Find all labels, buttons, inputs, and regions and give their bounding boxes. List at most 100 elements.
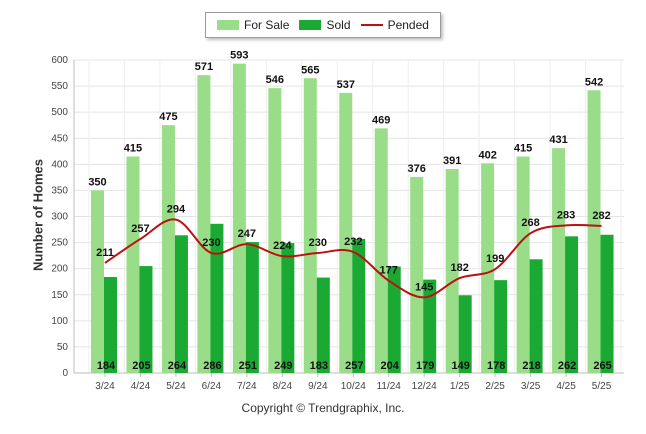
data-label-for-sale: 537 [337, 79, 355, 91]
bar-for-sale [232, 63, 246, 373]
data-label-pended: 283 [557, 209, 575, 221]
bar-for-sale [445, 169, 459, 373]
bar-sold [245, 242, 259, 373]
data-label-sold: 183 [310, 360, 328, 372]
y-tick-label: 100 [51, 316, 68, 327]
data-label-pended: 282 [592, 210, 610, 222]
bar-for-sale [481, 163, 495, 373]
legend-swatch-sold [299, 20, 322, 30]
bar-for-sale [197, 75, 211, 374]
data-label-pended: 268 [521, 217, 539, 229]
y-tick-label: 500 [51, 107, 68, 118]
legend-swatch-pended [360, 24, 383, 26]
bar-sold [494, 280, 508, 373]
data-label-pended: 247 [238, 228, 256, 240]
line-pended [104, 218, 602, 299]
y-tick-label: 250 [51, 238, 68, 249]
data-label-pended: 224 [273, 240, 292, 252]
x-tick-label: 9/24 [308, 381, 328, 392]
x-tick-label: 5/25 [592, 381, 612, 392]
data-label-sold: 218 [522, 360, 540, 372]
data-label-for-sale: 475 [159, 111, 177, 123]
bar-for-sale [552, 148, 566, 373]
data-label-for-sale: 350 [88, 176, 106, 188]
legend-swatch-for-sale [217, 20, 240, 30]
bar-sold [352, 238, 366, 373]
data-label-for-sale: 376 [408, 163, 426, 175]
bar-sold [139, 266, 153, 373]
data-label-for-sale: 542 [585, 76, 603, 88]
data-label-pended: 230 [202, 237, 220, 249]
data-label-pended: 182 [450, 262, 468, 274]
legend-label-sold: Sold [326, 18, 351, 32]
data-label-for-sale: 565 [301, 64, 319, 76]
data-label-for-sale: 571 [195, 61, 213, 73]
data-label-pended: 294 [167, 204, 186, 216]
data-label-sold: 205 [132, 360, 150, 372]
y-tick-label: 0 [62, 368, 68, 379]
x-tick-label: 3/24 [95, 381, 115, 392]
x-tick-label: 4/25 [556, 381, 576, 392]
legend-item-sold: Sold [299, 18, 351, 32]
x-tick-label: 5/24 [166, 381, 186, 392]
bar-for-sale [268, 88, 282, 374]
data-label-for-sale: 546 [266, 74, 284, 86]
data-label-sold: 179 [416, 360, 434, 372]
x-tick-label: 11/24 [377, 381, 402, 392]
bar-sold [458, 295, 472, 373]
data-label-pended: 145 [415, 281, 433, 293]
x-tick-label: 4/24 [131, 381, 151, 392]
legend-item-pended: Pended [360, 18, 429, 32]
data-label-sold: 264 [168, 360, 187, 372]
data-label-for-sale: 402 [478, 149, 496, 161]
y-tick-label: 600 [51, 55, 68, 66]
data-label-sold: 265 [593, 360, 611, 372]
data-label-pended: 211 [96, 247, 114, 259]
bar-sold [387, 266, 401, 373]
bar-sold [565, 236, 579, 373]
x-tick-label: 10/24 [341, 381, 366, 392]
data-label-pended: 230 [309, 237, 327, 249]
bar-sold [423, 279, 437, 373]
data-label-sold: 149 [451, 360, 469, 372]
bar-sold [529, 259, 543, 373]
data-label-for-sale: 415 [124, 143, 142, 155]
data-label-for-sale: 391 [443, 155, 461, 167]
data-label-pended: 199 [486, 253, 504, 265]
data-label-sold: 184 [97, 360, 116, 372]
y-tick-label: 350 [51, 185, 68, 196]
x-tick-label: 1/25 [450, 381, 470, 392]
bar-for-sale [339, 92, 353, 374]
data-label-for-sale: 431 [549, 134, 567, 146]
copyright-text: Copyright © Trendgraphix, Inc. [241, 401, 405, 415]
data-label-sold: 251 [239, 360, 257, 372]
bar-for-sale [516, 156, 530, 373]
x-tick-label: 12/24 [412, 381, 437, 392]
bar-for-sale [161, 125, 175, 373]
x-tick-label: 3/25 [521, 381, 541, 392]
data-label-sold: 178 [487, 360, 505, 372]
data-label-pended: 232 [344, 236, 362, 248]
bar-sold [174, 235, 188, 373]
data-label-pended: 177 [380, 265, 398, 277]
x-tick-label: 7/24 [237, 381, 257, 392]
bar-for-sale [126, 156, 140, 373]
data-label-for-sale: 593 [230, 50, 248, 62]
bar-sold [104, 277, 117, 373]
y-tick-label: 150 [51, 290, 68, 301]
bar-for-sale [374, 128, 388, 373]
data-label-sold: 286 [203, 360, 221, 372]
y-tick-label: 300 [51, 212, 68, 223]
data-label-for-sale: 415 [514, 143, 532, 155]
y-tick-label: 200 [51, 264, 68, 275]
x-tick-label: 8/24 [273, 381, 293, 392]
legend-item-for-sale: For Sale [217, 18, 289, 32]
y-tick-label: 450 [51, 133, 68, 144]
x-tick-label: 2/25 [485, 381, 505, 392]
legend: For Sale Sold Pended [205, 12, 441, 38]
data-label-sold: 257 [345, 360, 363, 372]
bar-for-sale [303, 78, 317, 373]
data-label-sold: 204 [381, 360, 400, 372]
